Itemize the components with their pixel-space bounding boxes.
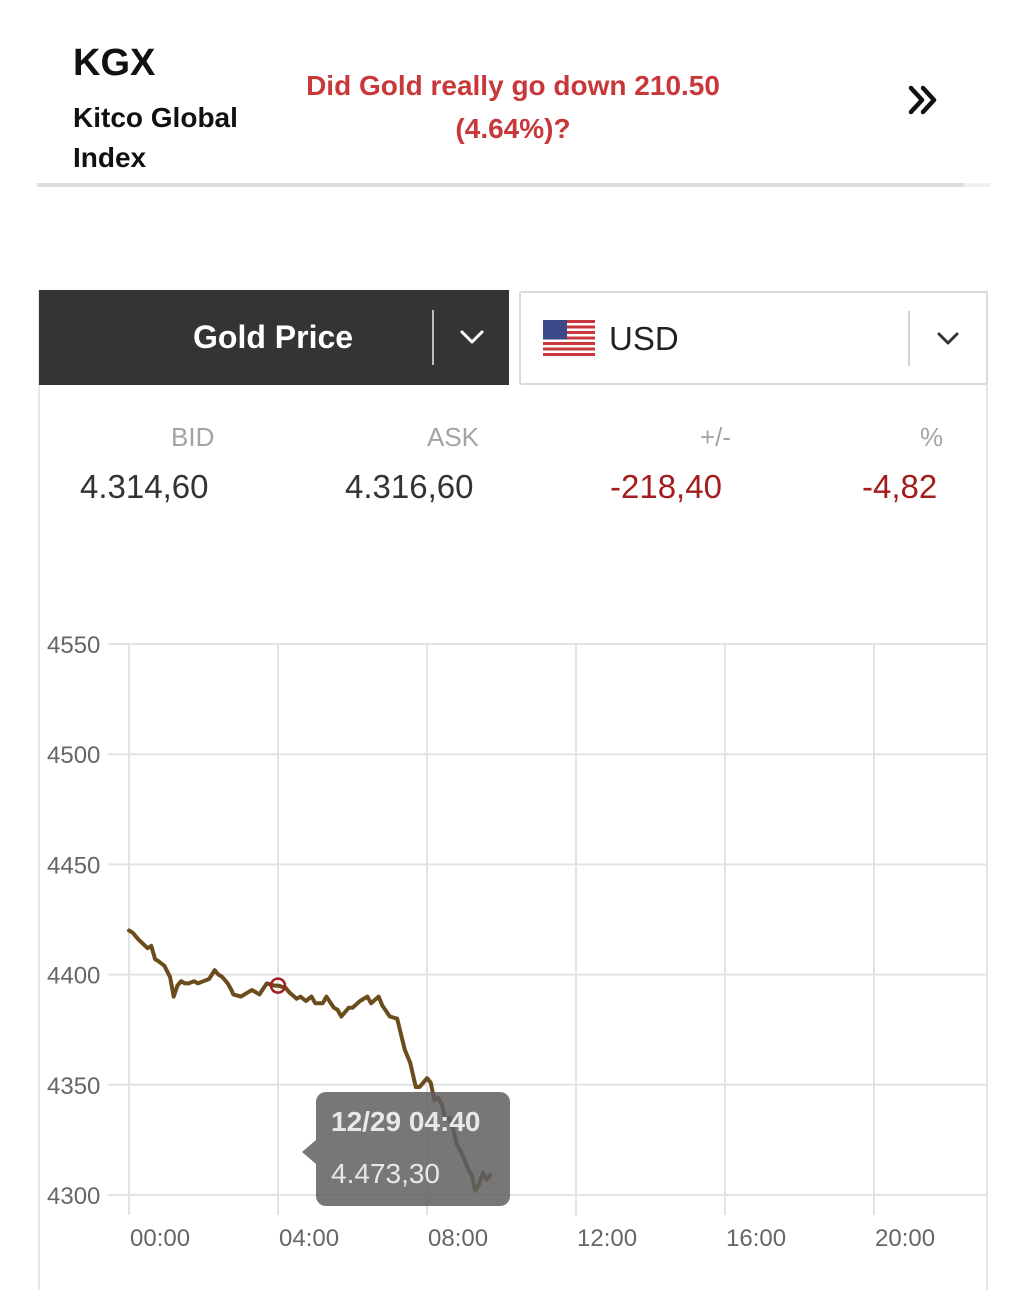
- currency-select-divider: [908, 311, 910, 366]
- y-tick-label: 4350: [47, 1073, 100, 1100]
- y-tick-label: 4550: [47, 632, 100, 659]
- chevron-down-icon[interactable]: [457, 322, 487, 352]
- x-tick-label: 00:00: [130, 1225, 190, 1252]
- y-tick-label: 4400: [47, 963, 100, 990]
- x-tick-label: 20:00: [875, 1225, 935, 1252]
- us-flag-icon: [543, 320, 595, 356]
- kgx-header[interactable]: KGX Kitco Global Index Did Gold really g…: [0, 0, 1027, 200]
- header-divider: [37, 183, 964, 187]
- percent-value: -4,82: [862, 468, 938, 505]
- chevron-down-icon[interactable]: [933, 324, 963, 354]
- currency-select[interactable]: USD: [519, 291, 988, 385]
- ask-value: 4.316,60: [345, 468, 474, 505]
- chart-tooltip: 12/29 04:40 4.473,30: [316, 1092, 510, 1206]
- bid-label: BID: [171, 422, 215, 452]
- change-label: +/-: [700, 422, 732, 452]
- change-value: -218,40: [610, 468, 722, 505]
- double-chevron-right-icon[interactable]: [905, 80, 941, 128]
- x-tick-label: 16:00: [726, 1225, 786, 1252]
- bid-value: 4.314,60: [80, 468, 209, 505]
- y-tick-label: 4450: [47, 852, 100, 879]
- y-tick-label: 4300: [47, 1183, 100, 1210]
- tooltip-pointer: [302, 1140, 316, 1164]
- price-card: [38, 290, 988, 1290]
- metal-select-label: Gold Price: [193, 319, 354, 355]
- y-tick-label: 4500: [47, 742, 100, 769]
- hover-marker: [269, 977, 287, 994]
- header-divider-tail: [964, 183, 990, 187]
- currency-label: USD: [609, 320, 679, 357]
- x-tick-label: 08:00: [428, 1225, 488, 1252]
- x-tick-label: 12:00: [577, 1225, 637, 1252]
- tooltip-value: 4.473,30: [331, 1158, 440, 1189]
- percent-label: %: [920, 422, 944, 452]
- tooltip-time: 12/29 04:40: [331, 1106, 481, 1137]
- index-code: KGX: [73, 42, 156, 84]
- metal-select[interactable]: Gold Price: [39, 290, 509, 385]
- metal-select-divider: [432, 310, 434, 365]
- x-tick-label: 04:00: [279, 1225, 339, 1252]
- index-name: Kitco Global Index: [73, 102, 238, 173]
- ask-label: ASK: [427, 422, 480, 452]
- gold-question-link[interactable]: Did Gold really go down 210.50 (4.64%)?: [306, 70, 720, 144]
